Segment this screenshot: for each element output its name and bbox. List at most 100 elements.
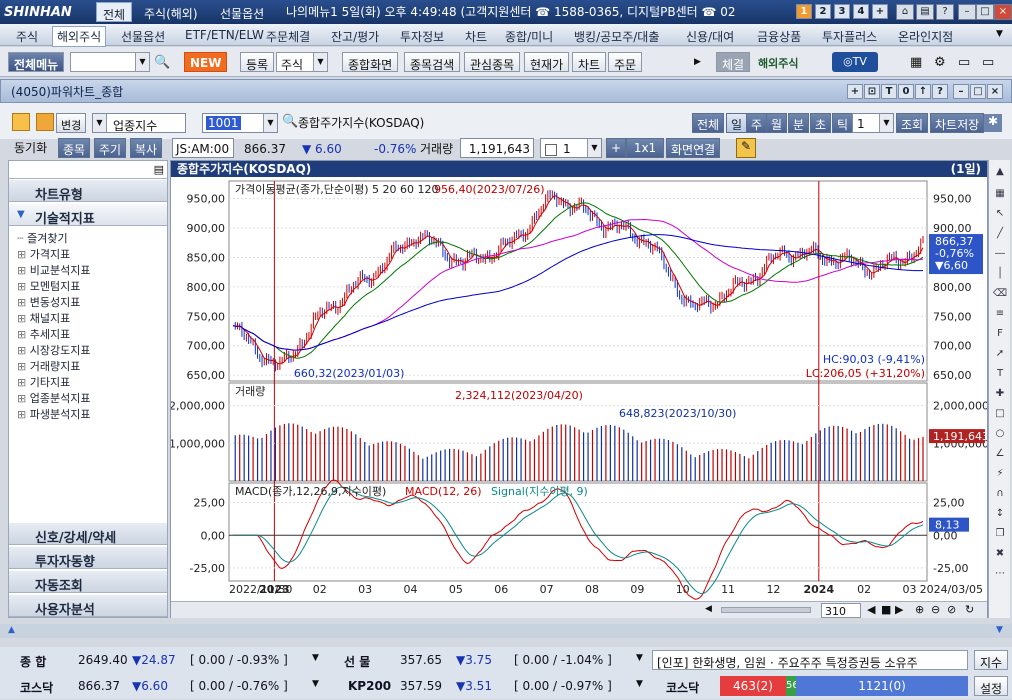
chart-type-header[interactable]: 차트유형: [9, 180, 167, 203]
menu-chart[interactable]: 차트: [465, 30, 488, 44]
channel-icon[interactable]: ≡: [995, 308, 1005, 319]
stock-search-button[interactable]: 종목검색: [404, 52, 461, 72]
step-back-icon[interactable]: ◀: [867, 603, 876, 616]
period-day-tab[interactable]: 일: [726, 113, 748, 133]
tree-volatility[interactable]: ⊞ 변동성지표: [17, 296, 81, 309]
indicator-search-input[interactable]: ▤: [9, 161, 167, 179]
menu-balance[interactable]: 잔고/평가: [331, 30, 380, 44]
menu-dropdown-icon[interactable]: ▼: [996, 29, 1003, 39]
period-button[interactable]: 주기: [94, 138, 127, 158]
chart-scrollbar[interactable]: ◀ 310 ◀ ■ ▶ ⊕ ⊖ ⊘ ↻: [171, 601, 987, 618]
full-menu-button[interactable]: 전체메뉴: [8, 52, 65, 72]
category-select[interactable]: ▼ 업종지수: [92, 113, 186, 133]
tab-futures[interactable]: 선물옵션: [220, 7, 265, 21]
screen-search-input[interactable]: ▼: [70, 52, 150, 72]
tree-channel[interactable]: ⊞ 채널지표: [17, 312, 71, 325]
quick-button-4[interactable]: 4: [853, 4, 869, 19]
code-input[interactable]: 1001 ▼: [202, 113, 278, 133]
auto-query-header[interactable]: 자동조회: [9, 571, 167, 594]
tree-other[interactable]: ⊞ 기타지표: [17, 376, 71, 389]
quick-button-1[interactable]: 1: [796, 4, 812, 19]
pen-icon[interactable]: ✎: [736, 138, 756, 158]
period-second-tab[interactable]: 초: [810, 113, 832, 133]
tree-momentum[interactable]: ⊞ 모멘텀지표: [17, 280, 81, 293]
collapse-icon[interactable]: ▲: [8, 625, 15, 635]
layout-type-icon[interactable]: [36, 113, 54, 131]
layout-icon[interactable]: ▭: [958, 55, 971, 70]
kosdaq-dropdown-icon[interactable]: ▼: [312, 679, 319, 689]
tab-overseas-stock[interactable]: 주식(해외): [144, 7, 198, 21]
menu-futures[interactable]: 선물옵션: [121, 30, 166, 44]
more-tools-icon[interactable]: ⋯: [995, 568, 1005, 579]
zoom-out-icon[interactable]: ⊖: [931, 603, 941, 616]
tree-price[interactable]: ⊞ 가격지표: [17, 248, 71, 261]
search-icon[interactable]: 🔍: [282, 114, 299, 129]
watchlist-button[interactable]: 관심종목: [464, 52, 521, 72]
tree-volume[interactable]: ⊞ 거래량지표: [17, 360, 81, 373]
add-chart-button[interactable]: +: [606, 138, 627, 158]
vertical-line-icon[interactable]: │: [996, 268, 1004, 279]
order-button[interactable]: 주문: [608, 52, 643, 72]
settings-icon[interactable]: ⚙: [934, 55, 946, 70]
overview-button[interactable]: 종합화면: [342, 52, 399, 72]
magnet-icon[interactable]: ∩: [996, 488, 1004, 499]
expand-icon[interactable]: ▲: [996, 166, 1004, 177]
investor-trend-header[interactable]: 투자자동향: [9, 547, 167, 570]
zoom-in-icon[interactable]: ⊕: [915, 603, 925, 616]
trend-line-icon[interactable]: ╱: [996, 228, 1004, 239]
news-ticker[interactable]: [인포] 한화생명, 임원 · 주요주주 특정증권등 소유주: [652, 650, 968, 670]
list-icon[interactable]: ▤: [153, 163, 164, 176]
home-icon[interactable]: ⌂: [896, 4, 914, 20]
window-list-icon[interactable]: ▭: [982, 55, 995, 70]
zigzag-icon[interactable]: ⚡: [996, 468, 1004, 479]
change-button[interactable]: 변경: [56, 113, 87, 133]
tree-market-strength[interactable]: ⊞ 시장강도지표: [17, 344, 91, 357]
cross-icon[interactable]: ✚: [995, 388, 1005, 399]
calculator-icon[interactable]: ▦: [910, 55, 923, 70]
period-month-tab[interactable]: 월: [766, 113, 788, 133]
window-help-icon[interactable]: ?: [932, 84, 948, 99]
futures-dropdown-icon[interactable]: ▼: [636, 653, 643, 663]
chart-settings-icon[interactable]: ✱: [984, 114, 1002, 132]
bar-count-input[interactable]: 310: [821, 603, 861, 618]
scroll-left-icon[interactable]: ◀: [705, 604, 712, 614]
copy-icon[interactable]: ❐: [995, 528, 1005, 539]
gann-icon[interactable]: ∠: [995, 448, 1005, 459]
chart-area[interactable]: 종합주가지수(KOSDAQ) (1일) 950,00 950,00 900,00 90…: [170, 160, 988, 618]
tab-all[interactable]: 전체: [96, 2, 133, 22]
user-analysis-header[interactable]: 사용자분석: [9, 595, 167, 618]
collapse-right-icon[interactable]: ▼: [996, 625, 1003, 635]
menu-online-branch[interactable]: 온라인지점: [898, 30, 954, 44]
window-up-icon[interactable]: ↑: [915, 84, 931, 99]
minimize-icon[interactable]: –: [958, 4, 976, 20]
copy-button[interactable]: 복사: [130, 138, 163, 158]
menu-order[interactable]: 주문체결: [266, 30, 311, 44]
scroll-track[interactable]: [721, 607, 811, 613]
window-minimize-icon[interactable]: –: [953, 84, 969, 99]
tv-button[interactable]: ◎TV: [832, 52, 878, 72]
delete-icon[interactable]: ✖: [995, 548, 1005, 559]
toolbar-more-icon[interactable]: ▶: [694, 57, 701, 67]
tree-trend[interactable]: ⊞ 추세지표: [17, 328, 71, 341]
menu-overseas-stock[interactable]: 해외주식: [52, 26, 107, 47]
new-badge[interactable]: NEW: [184, 52, 228, 72]
menu-stock[interactable]: 주식: [16, 30, 39, 44]
menu-banking[interactable]: 뱅킹/공모주/대출: [574, 30, 660, 44]
tree-derivative[interactable]: ⊞ 파생분석지표: [17, 408, 91, 421]
count-select[interactable]: 1 ▼: [540, 138, 602, 158]
maximize-icon[interactable]: □: [976, 4, 994, 20]
window-text-icon[interactable]: T: [881, 84, 897, 99]
menu-etf[interactable]: ETF/ETN/ELW: [185, 28, 264, 42]
pointer-icon[interactable]: ↖: [995, 208, 1005, 219]
stop-icon[interactable]: ■: [881, 603, 892, 616]
grid-icon[interactable]: ▦: [995, 188, 1005, 199]
eraser-icon[interactable]: ⌫: [992, 288, 1008, 299]
fibonacci-icon[interactable]: F: [997, 328, 1003, 339]
screen-link-button[interactable]: 화면연결: [666, 138, 721, 158]
period-tick-tab[interactable]: 틱: [832, 113, 854, 133]
quick-button-2[interactable]: 2: [815, 4, 831, 19]
rectangle-icon[interactable]: □: [995, 408, 1005, 419]
overseas-stock-link[interactable]: 해외주식: [758, 57, 799, 70]
zoom-reset-icon[interactable]: ⊘: [947, 603, 957, 616]
save-chart-button[interactable]: 차트저장: [930, 113, 985, 133]
